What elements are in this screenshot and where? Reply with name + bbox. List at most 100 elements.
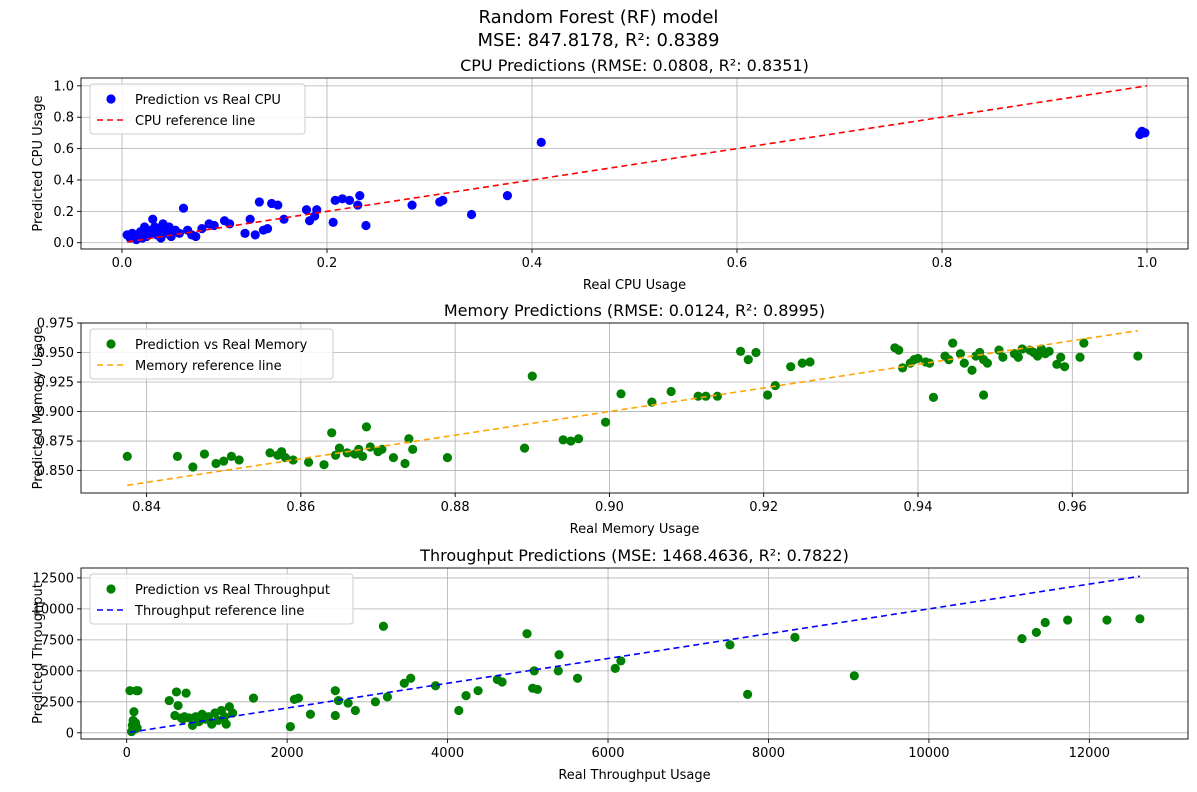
scatter-point <box>406 673 416 683</box>
x-tick-label: 12000 <box>1069 746 1110 761</box>
scatter-point <box>928 392 939 402</box>
y-axis-label: Predicted CPU Usage <box>31 95 46 231</box>
x-tick-label: 0.6 <box>727 256 748 271</box>
legend-label: CPU reference line <box>135 114 255 129</box>
scatter-point <box>334 443 345 453</box>
scatter-point <box>133 686 143 696</box>
scatter-point <box>378 621 389 631</box>
scatter-point <box>978 390 989 400</box>
scatter-point <box>994 345 1004 355</box>
y-tick-label: 0 <box>66 726 74 741</box>
scatter-point <box>228 708 238 718</box>
scatter-point <box>330 710 340 721</box>
scatter-point <box>1075 352 1085 362</box>
scatter-point <box>219 712 230 722</box>
y-tick-label: 0.900 <box>37 405 74 420</box>
scatter-point <box>350 705 360 716</box>
scatter-point <box>529 666 539 676</box>
x-tick-label: 1.0 <box>1137 256 1158 271</box>
scatter-point <box>353 200 363 210</box>
scatter-point <box>1102 615 1112 625</box>
reference-line <box>129 575 1140 734</box>
y-tick-label: 5000 <box>41 664 74 679</box>
legend: Prediction vs Real Throughput Throughput … <box>89 573 354 625</box>
scatter-point <box>553 666 563 676</box>
y-tick-label: 2500 <box>41 695 74 710</box>
scatter-point <box>897 363 908 373</box>
grid-lines <box>81 568 1188 739</box>
scatter-point <box>1133 351 1143 361</box>
scatter-point <box>1017 634 1027 644</box>
y-tick-label: 0.6 <box>53 142 74 157</box>
scatter-point <box>1032 351 1043 361</box>
scatter-point <box>982 358 993 368</box>
scatter-point <box>319 460 329 470</box>
scatter-point <box>328 217 338 227</box>
subplot-3: 0 2000 4000 6000 8000 10000 12000 0 2500 5000 7500… <box>31 546 1189 783</box>
x-axis-label: Real CPU Usage <box>583 278 686 293</box>
scatter-point <box>148 214 158 224</box>
scatter-point <box>262 224 273 234</box>
scatter-point <box>181 688 191 698</box>
scatter-point <box>171 687 182 697</box>
scatter-point <box>399 678 409 688</box>
x-axis-label: Real Throughput Usage <box>558 768 710 783</box>
scatter-point <box>355 191 365 201</box>
y-tick-label: 1.0 <box>53 79 74 94</box>
scatter-point <box>797 358 807 368</box>
legend-label: Prediction vs Real Memory <box>135 338 308 353</box>
scatter-point <box>370 697 380 707</box>
subplot-title: Memory Predictions (RMSE: 0.0124, R²: 0.… <box>444 301 825 320</box>
y-tick-label: 0.8 <box>53 111 74 126</box>
scatter-point <box>288 455 298 465</box>
scatter-point <box>473 686 483 696</box>
subplot-1: 0.0 0.2 0.4 0.6 0.8 1.0 0.0 0.2 0.4 0.6 0.8 1.0 CPU … <box>31 56 1189 293</box>
x-tick-label: 2000 <box>271 746 304 761</box>
scatter-point <box>712 391 723 401</box>
scatter-point <box>554 650 564 660</box>
axes-frame <box>80 322 1189 494</box>
y-tick-label: 0.4 <box>53 173 74 188</box>
scatter-point <box>849 671 859 681</box>
scatter-point <box>132 723 142 733</box>
legend-marker-scatter <box>106 584 116 594</box>
plot-area <box>125 575 1145 737</box>
x-tick-label: 0.96 <box>1058 500 1087 515</box>
scatter-point <box>573 434 584 444</box>
x-tick-label: 0.2 <box>317 256 338 271</box>
x-tick-label: 0.4 <box>522 256 543 271</box>
scatter-point <box>805 357 815 367</box>
scatter-point <box>743 689 753 699</box>
scatter-point <box>1044 346 1054 356</box>
scatter-point <box>610 663 620 673</box>
x-axis-label: Real Memory Usage <box>570 522 700 537</box>
y-tick-label: 12500 <box>33 571 74 586</box>
scatter-point <box>1140 128 1150 138</box>
scatter-point <box>280 452 291 463</box>
scatter-point <box>129 707 139 717</box>
scatter-point <box>438 195 448 205</box>
legend-label: Throughput reference line <box>134 604 304 619</box>
legend-marker-scatter <box>106 94 116 104</box>
scatter-point <box>1013 352 1023 362</box>
scatter-point <box>532 684 543 695</box>
scatter-point <box>616 656 626 666</box>
scatter-point <box>337 194 347 204</box>
scatter-point <box>164 695 174 706</box>
scatter-point <box>265 448 275 458</box>
x-tick-label: 6000 <box>591 746 624 761</box>
scatter-point <box>1052 359 1062 369</box>
x-tick-label: 0.86 <box>286 500 315 515</box>
scatter-point <box>125 686 135 696</box>
scatter-point <box>400 458 410 469</box>
scatter-point <box>959 358 969 368</box>
scatter-point <box>522 629 532 639</box>
legend-label: Prediction vs Real Throughput <box>135 583 330 598</box>
scatter-point <box>407 200 417 210</box>
scatter-point <box>303 457 314 467</box>
scatter-point <box>250 230 260 240</box>
scatter-point <box>221 719 231 729</box>
axes-frame <box>80 567 1189 740</box>
scatter-series <box>122 126 1150 245</box>
